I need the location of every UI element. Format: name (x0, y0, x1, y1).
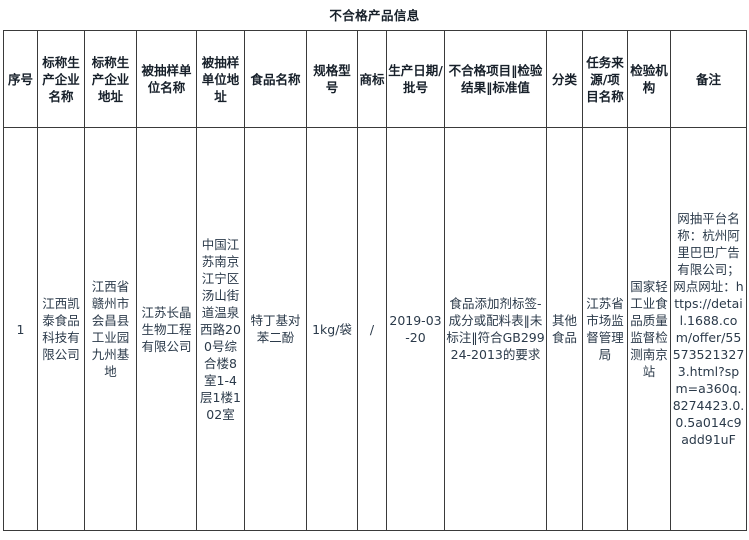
cell-inspection-agency: 国家轻工业食品质量监督检测南京站 (627, 127, 671, 531)
column-header-sampled-unit-name: 被抽样单位名称 (136, 30, 197, 128)
table-row: 1 江西凯泰食品科技有限公司 江西省赣州市会昌县工业园九州基地 江苏长晶生物工程… (3, 127, 747, 531)
column-header-food-name: 食品名称 (244, 30, 307, 128)
page-title: 不合格产品信息 (329, 8, 420, 23)
cell-remark: 网抽平台名称：杭州阿里巴巴广告有限公司；网点网址：https://detail.… (670, 127, 747, 531)
cell-task-source: 江苏省市场监督管理局 (582, 127, 628, 531)
cell-index: 1 (3, 127, 38, 531)
cell-producer-name: 江西凯泰食品科技有限公司 (37, 127, 85, 531)
column-header-task-source: 任务来源/项目名称 (582, 30, 628, 128)
column-header-producer-address: 标称生产企业地址 (84, 30, 137, 128)
nonconforming-products-table: 序号 标称生产企业名称 标称生产企业地址 被抽样单位名称 被抽样单位地址 食品名… (3, 30, 747, 531)
cell-food-name: 特丁基对苯二酚 (244, 127, 307, 531)
column-header-index: 序号 (3, 30, 38, 128)
cell-specification: 1kg/袋 (306, 127, 358, 531)
column-header-producer-name: 标称生产企业名称 (37, 30, 85, 128)
table-body: 1 江西凯泰食品科技有限公司 江西省赣州市会昌县工业园九州基地 江苏长晶生物工程… (3, 127, 747, 531)
column-header-nonconforming-items: 不合格项目‖检验结果‖标准值 (444, 30, 547, 128)
column-header-sampled-unit-address: 被抽样单位地址 (196, 30, 245, 128)
column-header-remark: 备注 (670, 30, 747, 128)
cell-producer-address: 江西省赣州市会昌县工业园九州基地 (84, 127, 137, 531)
table-header-row: 序号 标称生产企业名称 标称生产企业地址 被抽样单位名称 被抽样单位地址 食品名… (3, 30, 747, 128)
column-header-specification: 规格型号 (306, 30, 358, 128)
cell-sampled-unit-address: 中国江苏南京江宁区汤山街道温泉西路200号综合楼8室1-4层1楼102室 (196, 127, 245, 531)
table-header: 序号 标称生产企业名称 标称生产企业地址 被抽样单位名称 被抽样单位地址 食品名… (3, 30, 747, 128)
column-header-trademark: 商标 (357, 30, 387, 128)
column-header-category: 分类 (546, 30, 583, 128)
cell-category: 其他食品 (546, 127, 583, 531)
cell-trademark: / (357, 127, 387, 531)
column-header-production-date: 生产日期/批号 (386, 30, 445, 128)
cell-nonconforming-items: 食品添加剂标签-成分或配料表‖未标注‖符合GB29924-2013的要求 (444, 127, 547, 531)
cell-production-date: 2019-03-20 (386, 127, 445, 531)
column-header-inspection-agency: 检验机构 (627, 30, 671, 128)
cell-sampled-unit-name: 江苏长晶生物工程有限公司 (136, 127, 197, 531)
